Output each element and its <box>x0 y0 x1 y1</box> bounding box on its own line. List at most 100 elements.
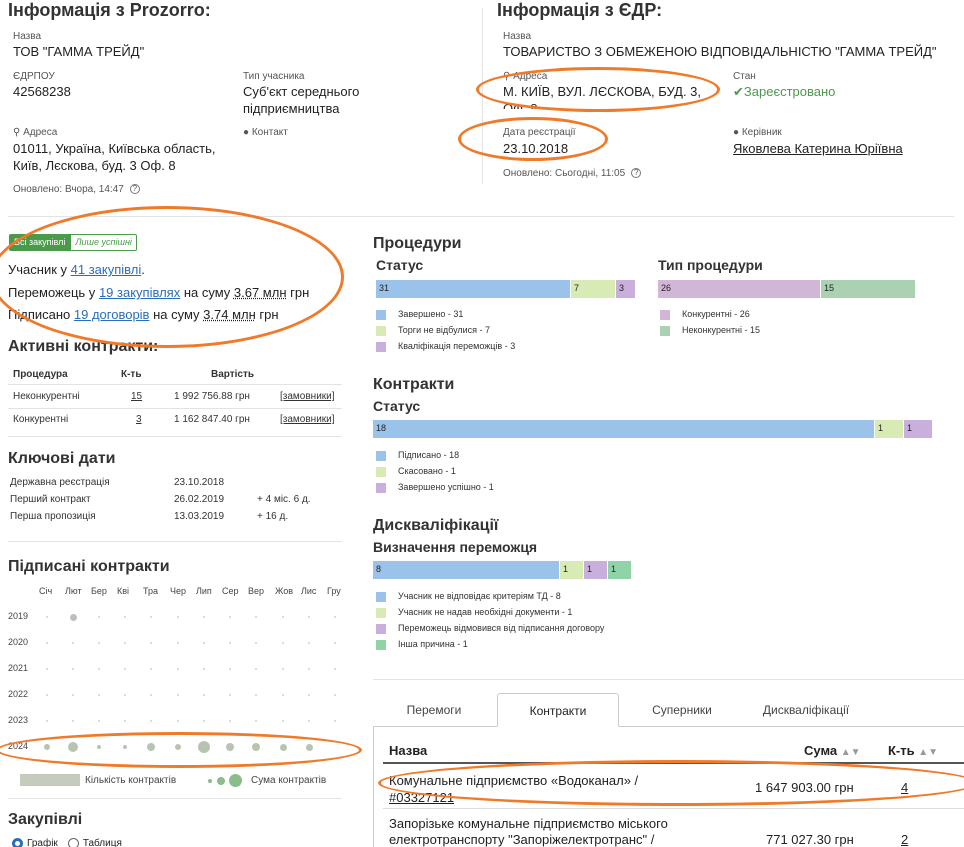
contract-dot <box>72 668 74 670</box>
legend-text: Інша причина - 1 <box>398 639 468 649</box>
bar-segment[interactable]: 1 <box>584 561 607 579</box>
contract-dot <box>46 694 48 696</box>
ac-row-count-link[interactable]: 3 <box>136 414 142 425</box>
participant-link[interactable]: 41 закупівлі <box>70 262 142 277</box>
ac-row-count-link[interactable]: 15 <box>131 391 143 402</box>
bar-segment[interactable]: 7 <box>571 280 615 298</box>
buyer-count-link[interactable]: 2 <box>901 832 909 847</box>
bar-segment[interactable]: 1 <box>608 561 631 579</box>
winner-sum: 3.67 млн <box>233 285 287 300</box>
filter-toggle: Всі закупівлі Лише успішні <box>9 234 137 251</box>
tab-disqualifications[interactable]: Дискваліфікації <box>762 703 850 717</box>
bar-segment[interactable]: 1 <box>560 561 583 579</box>
ac-row-buyers-link[interactable]: [замовники] <box>280 414 335 425</box>
legend-swatch <box>376 341 386 352</box>
contract-dot <box>147 743 155 751</box>
buyers-header-sum-wrap[interactable]: Сума ▲▼ <box>804 743 861 758</box>
contract-dot <box>124 616 126 618</box>
month-label: Бер <box>91 586 107 596</box>
buyers-header-count[interactable]: К-ть <box>888 743 915 758</box>
bar-segment[interactable]: 15 <box>821 280 915 298</box>
user-icon: ● <box>733 127 740 138</box>
buyers-header-name: Назва <box>389 743 428 758</box>
table-divider <box>8 408 342 409</box>
contract-dot <box>44 744 50 750</box>
contract-dot <box>177 668 179 670</box>
legend-swatch <box>376 450 386 461</box>
contract-dot <box>97 745 101 749</box>
prozorro-contact-label[interactable]: Контакт <box>251 127 288 138</box>
tab-contracts[interactable]: Контракти <box>497 693 619 727</box>
map-pin-icon: ⚲ <box>13 127 21 138</box>
sort-icon[interactable]: ▲▼ <box>918 747 939 758</box>
radio-table[interactable] <box>67 838 79 847</box>
contract-dot <box>98 642 100 644</box>
summary-text: грн <box>255 307 279 322</box>
buyers-header-count-wrap[interactable]: К-ть ▲▼ <box>888 743 938 758</box>
ac-row-sum: 1 992 756.88 грн <box>174 391 250 402</box>
contract-dot <box>124 720 126 722</box>
purchases-title: Закупівлі <box>8 811 83 828</box>
key-date-delta: + 4 міс. 6 д. <box>257 494 311 505</box>
edr-head-label: Керівник <box>741 127 782 138</box>
edr-status-label: Стан <box>733 71 756 82</box>
month-label: Лип <box>196 586 212 596</box>
month-label: Вер <box>248 586 265 596</box>
legend-text: Неконкурентні - 15 <box>682 325 761 335</box>
tab-rivals[interactable]: Суперники <box>652 703 712 717</box>
filter-success-button[interactable]: Лише успішні <box>70 234 137 251</box>
contract-dot <box>175 744 181 750</box>
legend-text: Скасовано - 1 <box>398 466 456 476</box>
ac-row-buyers-link[interactable]: [замовники] <box>280 391 335 402</box>
buyer-count-link[interactable]: 4 <box>901 780 909 795</box>
buyers-header-sum[interactable]: Сума <box>804 743 838 758</box>
table-header-rule <box>383 762 964 764</box>
legend-count-label: Кількість контрактів <box>85 775 177 786</box>
bar-segment[interactable]: 1 <box>904 420 932 438</box>
legend-item: Учасник не відповідає критеріям ТД - 8 <box>376 591 561 603</box>
bar-segment[interactable]: 1 <box>875 420 903 438</box>
radio-graph[interactable] <box>12 838 23 847</box>
contract-dot <box>46 668 48 670</box>
contract-dot <box>282 720 284 722</box>
ac-header-procedure: Процедура <box>13 369 68 380</box>
contract-dot <box>229 720 231 722</box>
month-label: Січ <box>39 586 53 596</box>
map-pin-icon: ⚲ <box>503 71 511 82</box>
contract-dot <box>229 642 231 644</box>
legend-swatch <box>376 482 386 493</box>
bar-segment[interactable]: 26 <box>658 280 820 298</box>
contract-dot <box>68 742 78 752</box>
legend-item: Підписано - 18 <box>376 450 459 462</box>
bar-segment[interactable]: 18 <box>373 420 874 438</box>
contract-dot <box>282 616 284 618</box>
ac-header-count: К-ть <box>121 369 142 380</box>
legend-item: Неконкурентні - 15 <box>660 325 760 337</box>
contract-dot <box>334 642 336 644</box>
contract-dot <box>282 668 284 670</box>
help-icon[interactable]: ? <box>129 184 140 195</box>
contract-dot <box>334 668 336 670</box>
bar-segment[interactable]: 31 <box>376 280 570 298</box>
buyer-code-link[interactable]: #03327121 <box>389 790 455 805</box>
tab-wins[interactable]: Перемоги <box>406 703 462 717</box>
legend-sum-dot-small <box>208 779 212 783</box>
signed-link[interactable]: 19 договорів <box>73 307 150 322</box>
legend-item: Завершено - 31 <box>376 309 463 321</box>
filter-all-button[interactable]: Всі закупівлі <box>9 234 71 251</box>
contract-dot <box>203 668 205 670</box>
section-divider <box>373 679 964 680</box>
sort-icon[interactable]: ▲▼ <box>840 747 861 758</box>
bar-segment[interactable]: 8 <box>373 561 559 579</box>
contract-dot <box>255 642 257 644</box>
edr-head-link[interactable]: Яковлева Катерина Юріївна <box>733 141 903 156</box>
contract-dot <box>282 642 284 644</box>
help-icon[interactable]: ? <box>631 168 642 179</box>
bar-segment[interactable]: 3 <box>616 280 635 298</box>
legend-item: Переможець відмовився від підписання дог… <box>376 623 604 635</box>
contract-dot <box>203 694 205 696</box>
legend-item: Скасовано - 1 <box>376 466 456 478</box>
contract-dot <box>177 616 179 618</box>
prozorro-contact-wrap[interactable]: ● Контакт <box>243 127 288 138</box>
winner-link[interactable]: 19 закупівлях <box>98 285 181 300</box>
